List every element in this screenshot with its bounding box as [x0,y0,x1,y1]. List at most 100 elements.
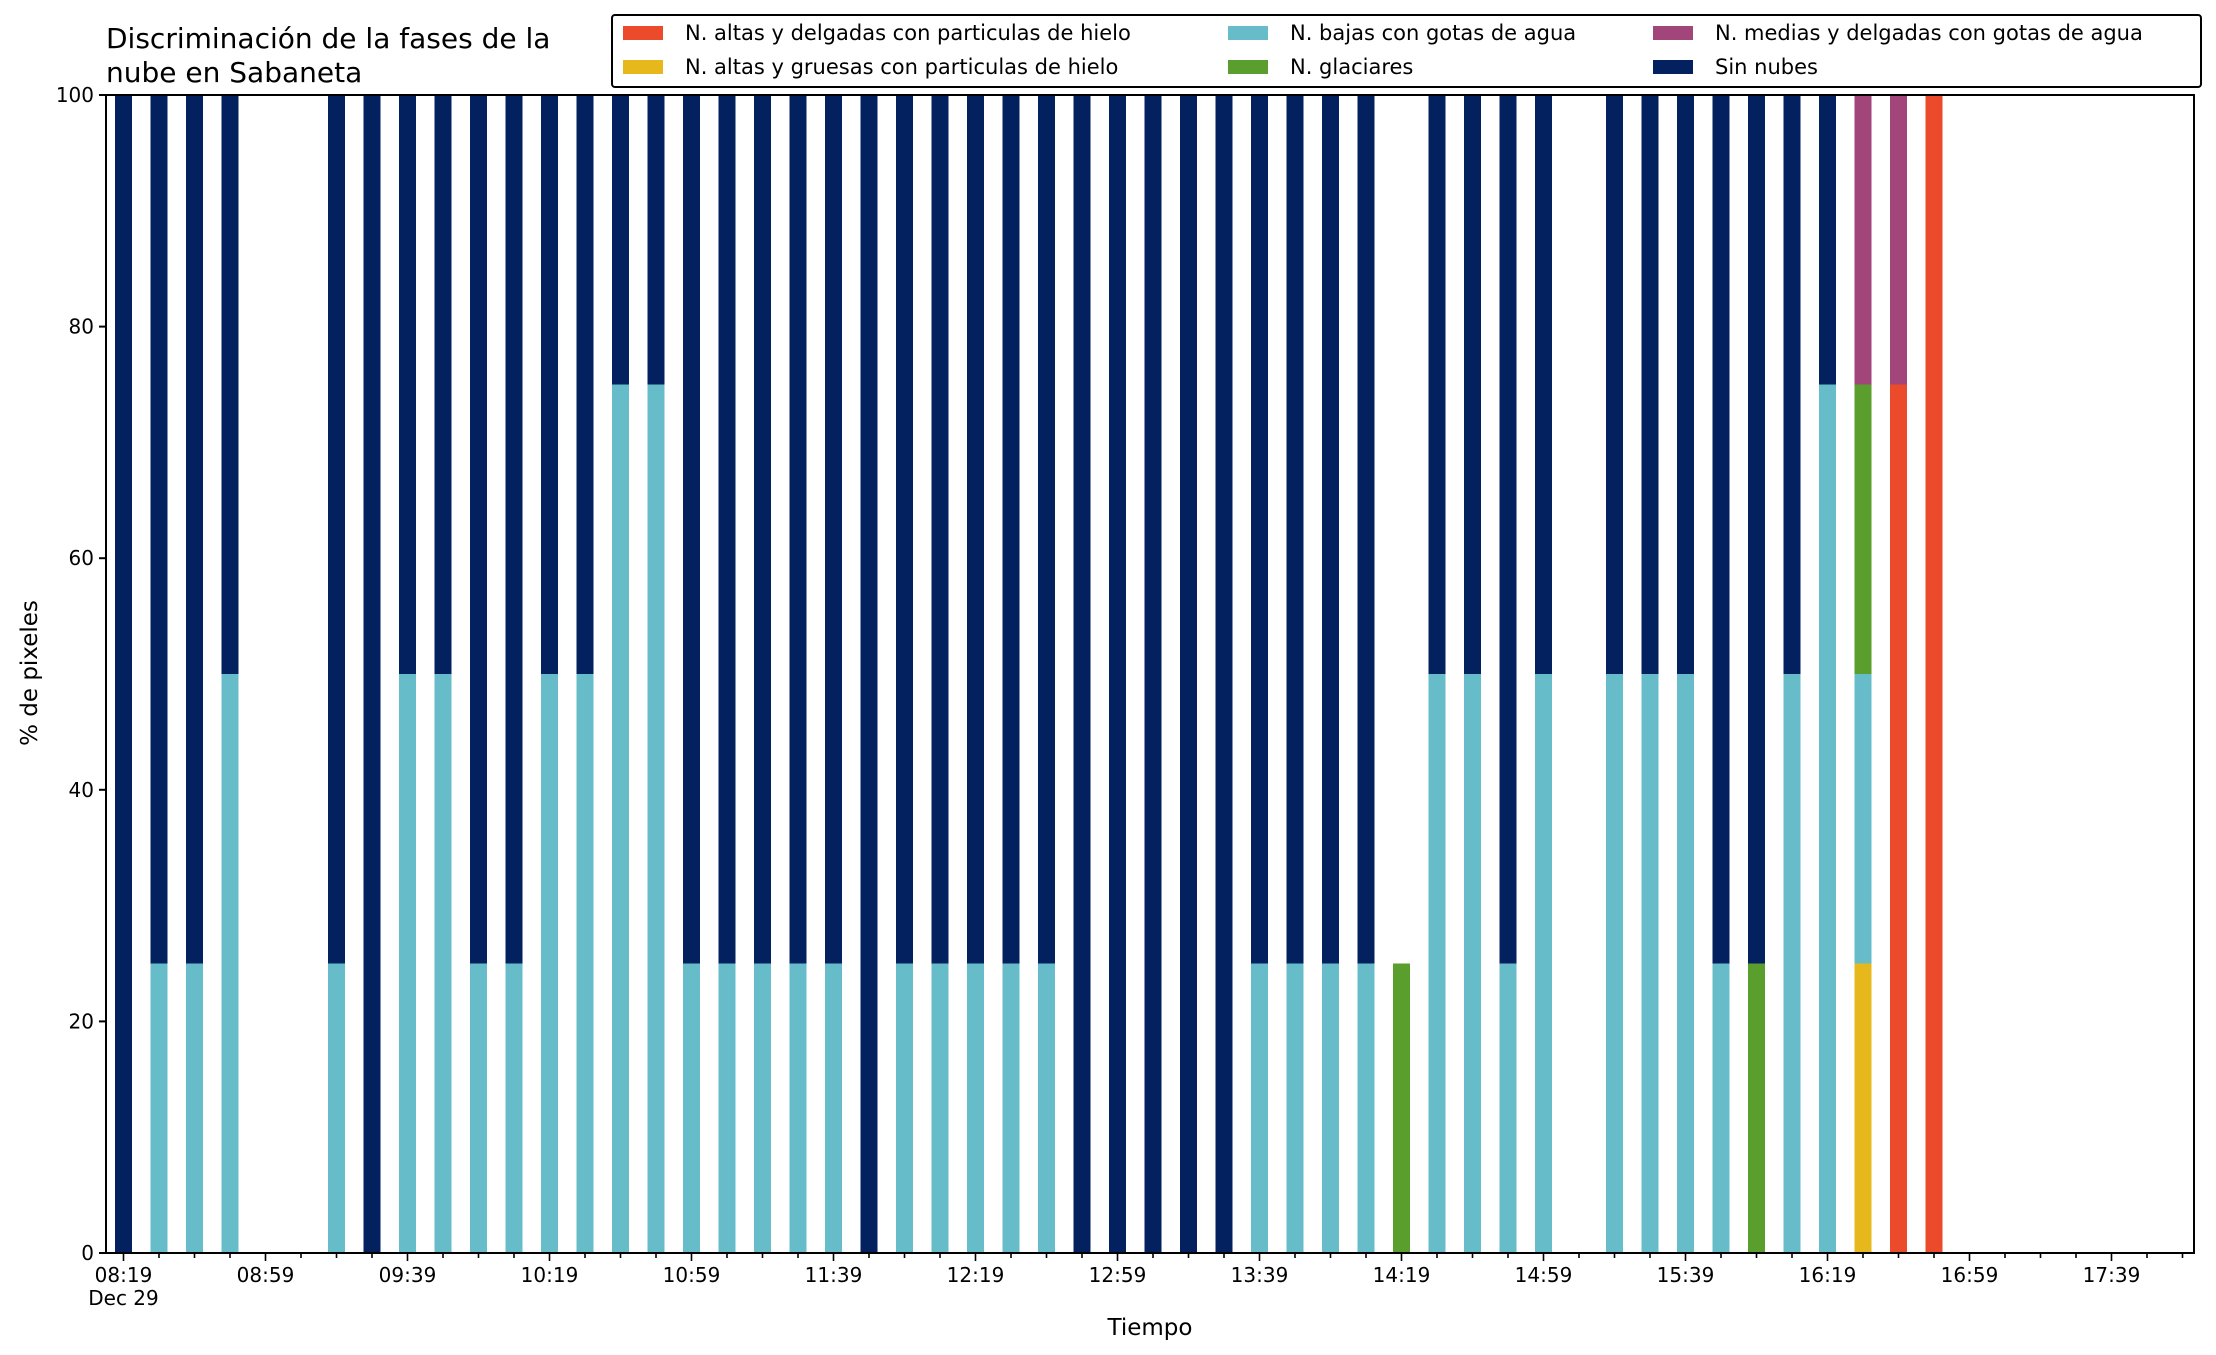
bar-segment [1606,674,1623,1253]
bar-segment [505,963,523,1253]
bar-segment [186,95,203,964]
bar-segment [896,963,913,1253]
x-tick-label: 14:59 [1515,1263,1573,1287]
legend-label: N. glaciares [1290,55,1414,79]
x-tick-label: 09:39 [379,1263,437,1287]
bar-segment [612,95,629,385]
bar-segment [1925,95,1943,1253]
bar-segment [789,95,807,964]
bar-segment [1641,674,1659,1253]
x-tick-label: 12:19 [947,1263,1005,1287]
bar-segment [399,95,416,674]
bar-segment [1783,95,1801,674]
bar-segment [754,95,771,964]
bar-segment [1428,674,1446,1253]
bar-segment [647,384,665,1253]
bar-segment [1428,95,1446,674]
bar-segment [1890,384,1907,1253]
y-tick-label: 80 [69,315,94,339]
bar-segment [1215,95,1233,1253]
legend-swatch [1228,60,1268,74]
bar-segment [576,674,594,1253]
bar-segment [896,95,913,964]
legend-swatch [1653,26,1693,40]
bar-segment [1038,95,1055,964]
bar-segment [470,95,487,964]
y-tick-label: 0 [81,1241,94,1265]
y-axis: 0 20 40 60 80 100 [56,83,106,1265]
bar-segment [1854,674,1872,964]
legend-item: Sin nubes [1653,55,1818,79]
bar-segment [1322,95,1339,964]
bar-segment [1819,95,1836,385]
x-axis: 08:19 Dec 29 08:59 09:39 10:19 10:59 11:39 12:1… [88,1253,2184,1310]
bar-segment [1677,674,1694,1253]
legend-swatch [623,26,663,40]
legend-label: N. bajas con gotas de agua [1290,21,1577,45]
bar-segment [1748,963,1765,1253]
x-tick-label: 11:39 [805,1263,863,1287]
bar-segment [718,963,736,1253]
x-tick-label: 08:59 [237,1263,295,1287]
legend-label: Sin nubes [1715,55,1818,79]
x-tick-label: 17:39 [2083,1263,2141,1287]
bar-segment [1002,963,1020,1253]
x-tick-label: 14:19 [1373,1263,1431,1287]
bar-segment [1357,963,1375,1253]
bar-segment [434,674,452,1253]
x-tick-label: 16:19 [1799,1263,1857,1287]
bar-segment [1712,963,1730,1253]
bar-segment [363,95,381,1253]
bar-segment [221,674,239,1253]
bar-segment [328,963,345,1253]
legend-item: N. altas y gruesas con particulas de hie… [623,55,1118,79]
bar-segment [1606,95,1623,674]
bar-segment [576,95,594,674]
bar-segment [825,963,842,1253]
x-tick-label: 12:59 [1089,1263,1147,1287]
bar-segment [1286,95,1304,964]
bar-segment [221,95,239,674]
bar-segment [1251,963,1268,1253]
bar-segment [186,963,203,1253]
bar-segment [1109,95,1126,1253]
legend-label: N. medias y delgadas con gotas de agua [1715,21,2143,45]
bar-segment [1890,95,1907,385]
bar-segment [1286,963,1304,1253]
x-tick-label: 10:59 [663,1263,721,1287]
bar-segment [1783,674,1801,1253]
bar-segment [541,674,558,1253]
legend-label: N. altas y delgadas con particulas de hi… [685,21,1131,45]
bar-segment [541,95,558,674]
bar-segment [1180,95,1197,1253]
legend-swatch [1228,26,1268,40]
bar-segment [1393,963,1410,1253]
x-axis-label: Tiempo [1107,1315,1193,1341]
bar-segment [612,384,629,1253]
y-axis-label: % de pixeles [17,600,43,746]
legend-swatch [1653,60,1693,74]
bar-segment [399,674,416,1253]
bar-segment [931,963,949,1253]
bar-segment [1854,384,1872,674]
bar-segment [1038,963,1055,1253]
legend-item: N. bajas con gotas de agua [1228,21,1576,45]
bar-segment [150,95,168,964]
bar-segment [1499,963,1517,1253]
bar-segment [470,963,487,1253]
x-tick-label: 13:39 [1231,1263,1289,1287]
plot-frame [105,94,2195,1254]
bar-segment [860,95,878,1253]
bar-segment [1002,95,1020,964]
legend-label: N. altas y gruesas con particulas de hie… [685,55,1119,79]
bar-segment [683,963,700,1253]
bar-segment [647,95,665,385]
bar-segment [1499,95,1517,964]
bar-segment [150,963,168,1253]
legend: N. altas y delgadas con particulas de hi… [611,14,2202,88]
bar-segment [683,95,700,964]
x-tick-label: 15:39 [1657,1263,1715,1287]
legend-item: N. glaciares [1228,55,1413,79]
bar-segment [1854,963,1872,1253]
bar-segment [1854,95,1872,385]
